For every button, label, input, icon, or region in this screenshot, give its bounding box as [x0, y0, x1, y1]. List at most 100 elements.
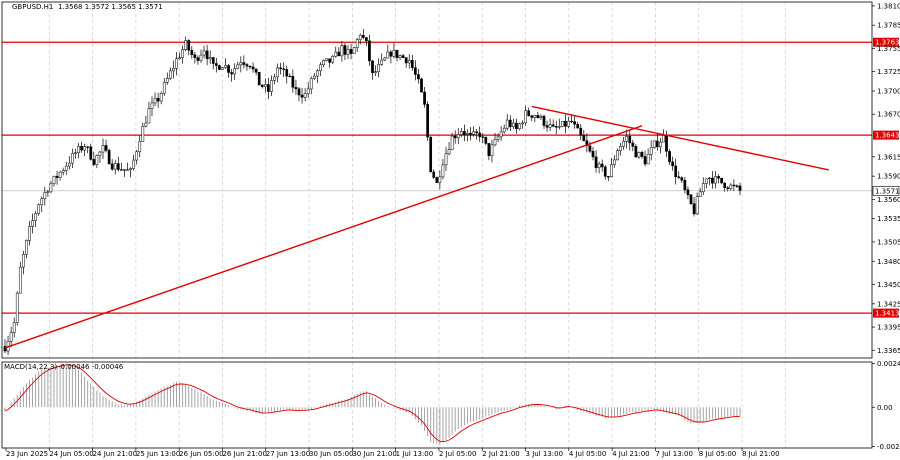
candle-body	[242, 62, 246, 65]
candle-body	[153, 98, 157, 104]
candle-body	[643, 156, 647, 165]
price-tick-label: 1.3395	[877, 324, 900, 332]
candle-body	[334, 51, 338, 57]
candle-body	[71, 153, 74, 164]
candle-body	[655, 140, 659, 148]
candle-body	[34, 213, 37, 221]
trendline	[4, 125, 643, 349]
candle-body	[652, 140, 656, 148]
symbol-label: GBPUSD.H1	[12, 3, 53, 11]
candle-body	[628, 136, 632, 144]
candle-body	[279, 67, 282, 70]
time-tick-label: 30 Jun 05:00	[309, 450, 353, 458]
candle-body	[530, 115, 534, 118]
price-panel-frame	[1, 1, 873, 359]
candle-body	[573, 121, 576, 125]
candle-body	[141, 126, 145, 142]
candle-body	[576, 123, 580, 129]
candle-body	[701, 183, 705, 193]
candle-body	[533, 115, 537, 118]
candle-body	[181, 49, 184, 58]
candle-body	[9, 332, 13, 342]
price-tick-label: 1.3535	[877, 215, 900, 223]
candle-body	[294, 87, 298, 90]
time-tick-label: 26 Jun 05:00	[179, 450, 223, 458]
candle-body	[312, 75, 316, 79]
level-tag	[873, 308, 899, 318]
price-tick-label: 1.3505	[877, 238, 900, 246]
candle-body	[444, 153, 448, 166]
price-tick-label: 1.3785	[877, 22, 900, 30]
candle-body	[101, 145, 105, 153]
candle-body	[456, 134, 460, 139]
time-tick-label: 24 Jun 21:00	[93, 450, 137, 458]
candle-body	[288, 75, 292, 78]
trendlines[interactable]	[4, 105, 829, 349]
candle-body	[726, 187, 730, 189]
candle-body	[37, 204, 41, 214]
candle-body	[518, 123, 521, 130]
candle-body	[557, 126, 561, 128]
candle-body	[224, 65, 227, 68]
candle-body	[475, 131, 478, 134]
candle-body	[610, 164, 613, 178]
candle-body	[554, 126, 558, 128]
horizontal-levels[interactable]: 1.3763 1.3643 1.3413	[2, 37, 900, 318]
candle-body	[616, 150, 619, 161]
candle-body	[429, 136, 433, 173]
candle-body	[25, 240, 28, 255]
candle-body	[110, 163, 114, 170]
candle-body	[600, 163, 604, 168]
candle-body	[58, 171, 62, 178]
candle-body	[613, 159, 616, 165]
candle-body	[441, 164, 445, 178]
candle-body	[113, 163, 117, 170]
candle-body	[285, 69, 289, 77]
candle-body	[677, 176, 681, 178]
price-tick-label: 1.3810	[877, 2, 900, 10]
candle-body	[640, 152, 644, 157]
candle-body	[665, 135, 668, 152]
current-price-tag	[872, 186, 900, 196]
candle-body	[591, 150, 595, 158]
candle-body	[435, 177, 439, 183]
candle-body	[414, 67, 417, 75]
price-tick-label: 1.3365	[877, 347, 900, 355]
candle-body	[704, 178, 708, 184]
candle-body	[135, 151, 139, 161]
candle-body	[502, 127, 506, 133]
grid	[2, 2, 872, 448]
candle-body	[708, 177, 711, 180]
candle-body	[493, 138, 497, 146]
candle-body	[711, 177, 714, 184]
candle-body	[260, 84, 264, 87]
candle-body	[172, 67, 175, 72]
candle-body	[3, 346, 7, 352]
candle-body	[138, 141, 142, 152]
macd-label: MACD(14,22,3)	[4, 363, 57, 371]
candle-body	[619, 146, 622, 151]
candle-body	[637, 152, 641, 158]
candle-body	[80, 146, 83, 151]
macd-panel	[4, 363, 741, 446]
candle-body	[395, 49, 399, 58]
candle-body	[61, 170, 65, 173]
candle-body	[732, 184, 736, 187]
candle-body	[383, 57, 387, 61]
candle-body	[303, 93, 307, 98]
candle-body	[159, 92, 163, 102]
candle-body	[374, 71, 377, 73]
candle-body	[496, 136, 500, 140]
candle-body	[319, 64, 322, 72]
time-tick-label: 25 Jun 13:00	[136, 450, 180, 458]
candle-body	[432, 171, 436, 178]
candle-body	[107, 150, 111, 165]
candle-body	[126, 169, 129, 171]
candle-body	[352, 47, 356, 54]
price-tick-label: 1.3700	[877, 88, 900, 96]
candle-body	[508, 119, 512, 128]
